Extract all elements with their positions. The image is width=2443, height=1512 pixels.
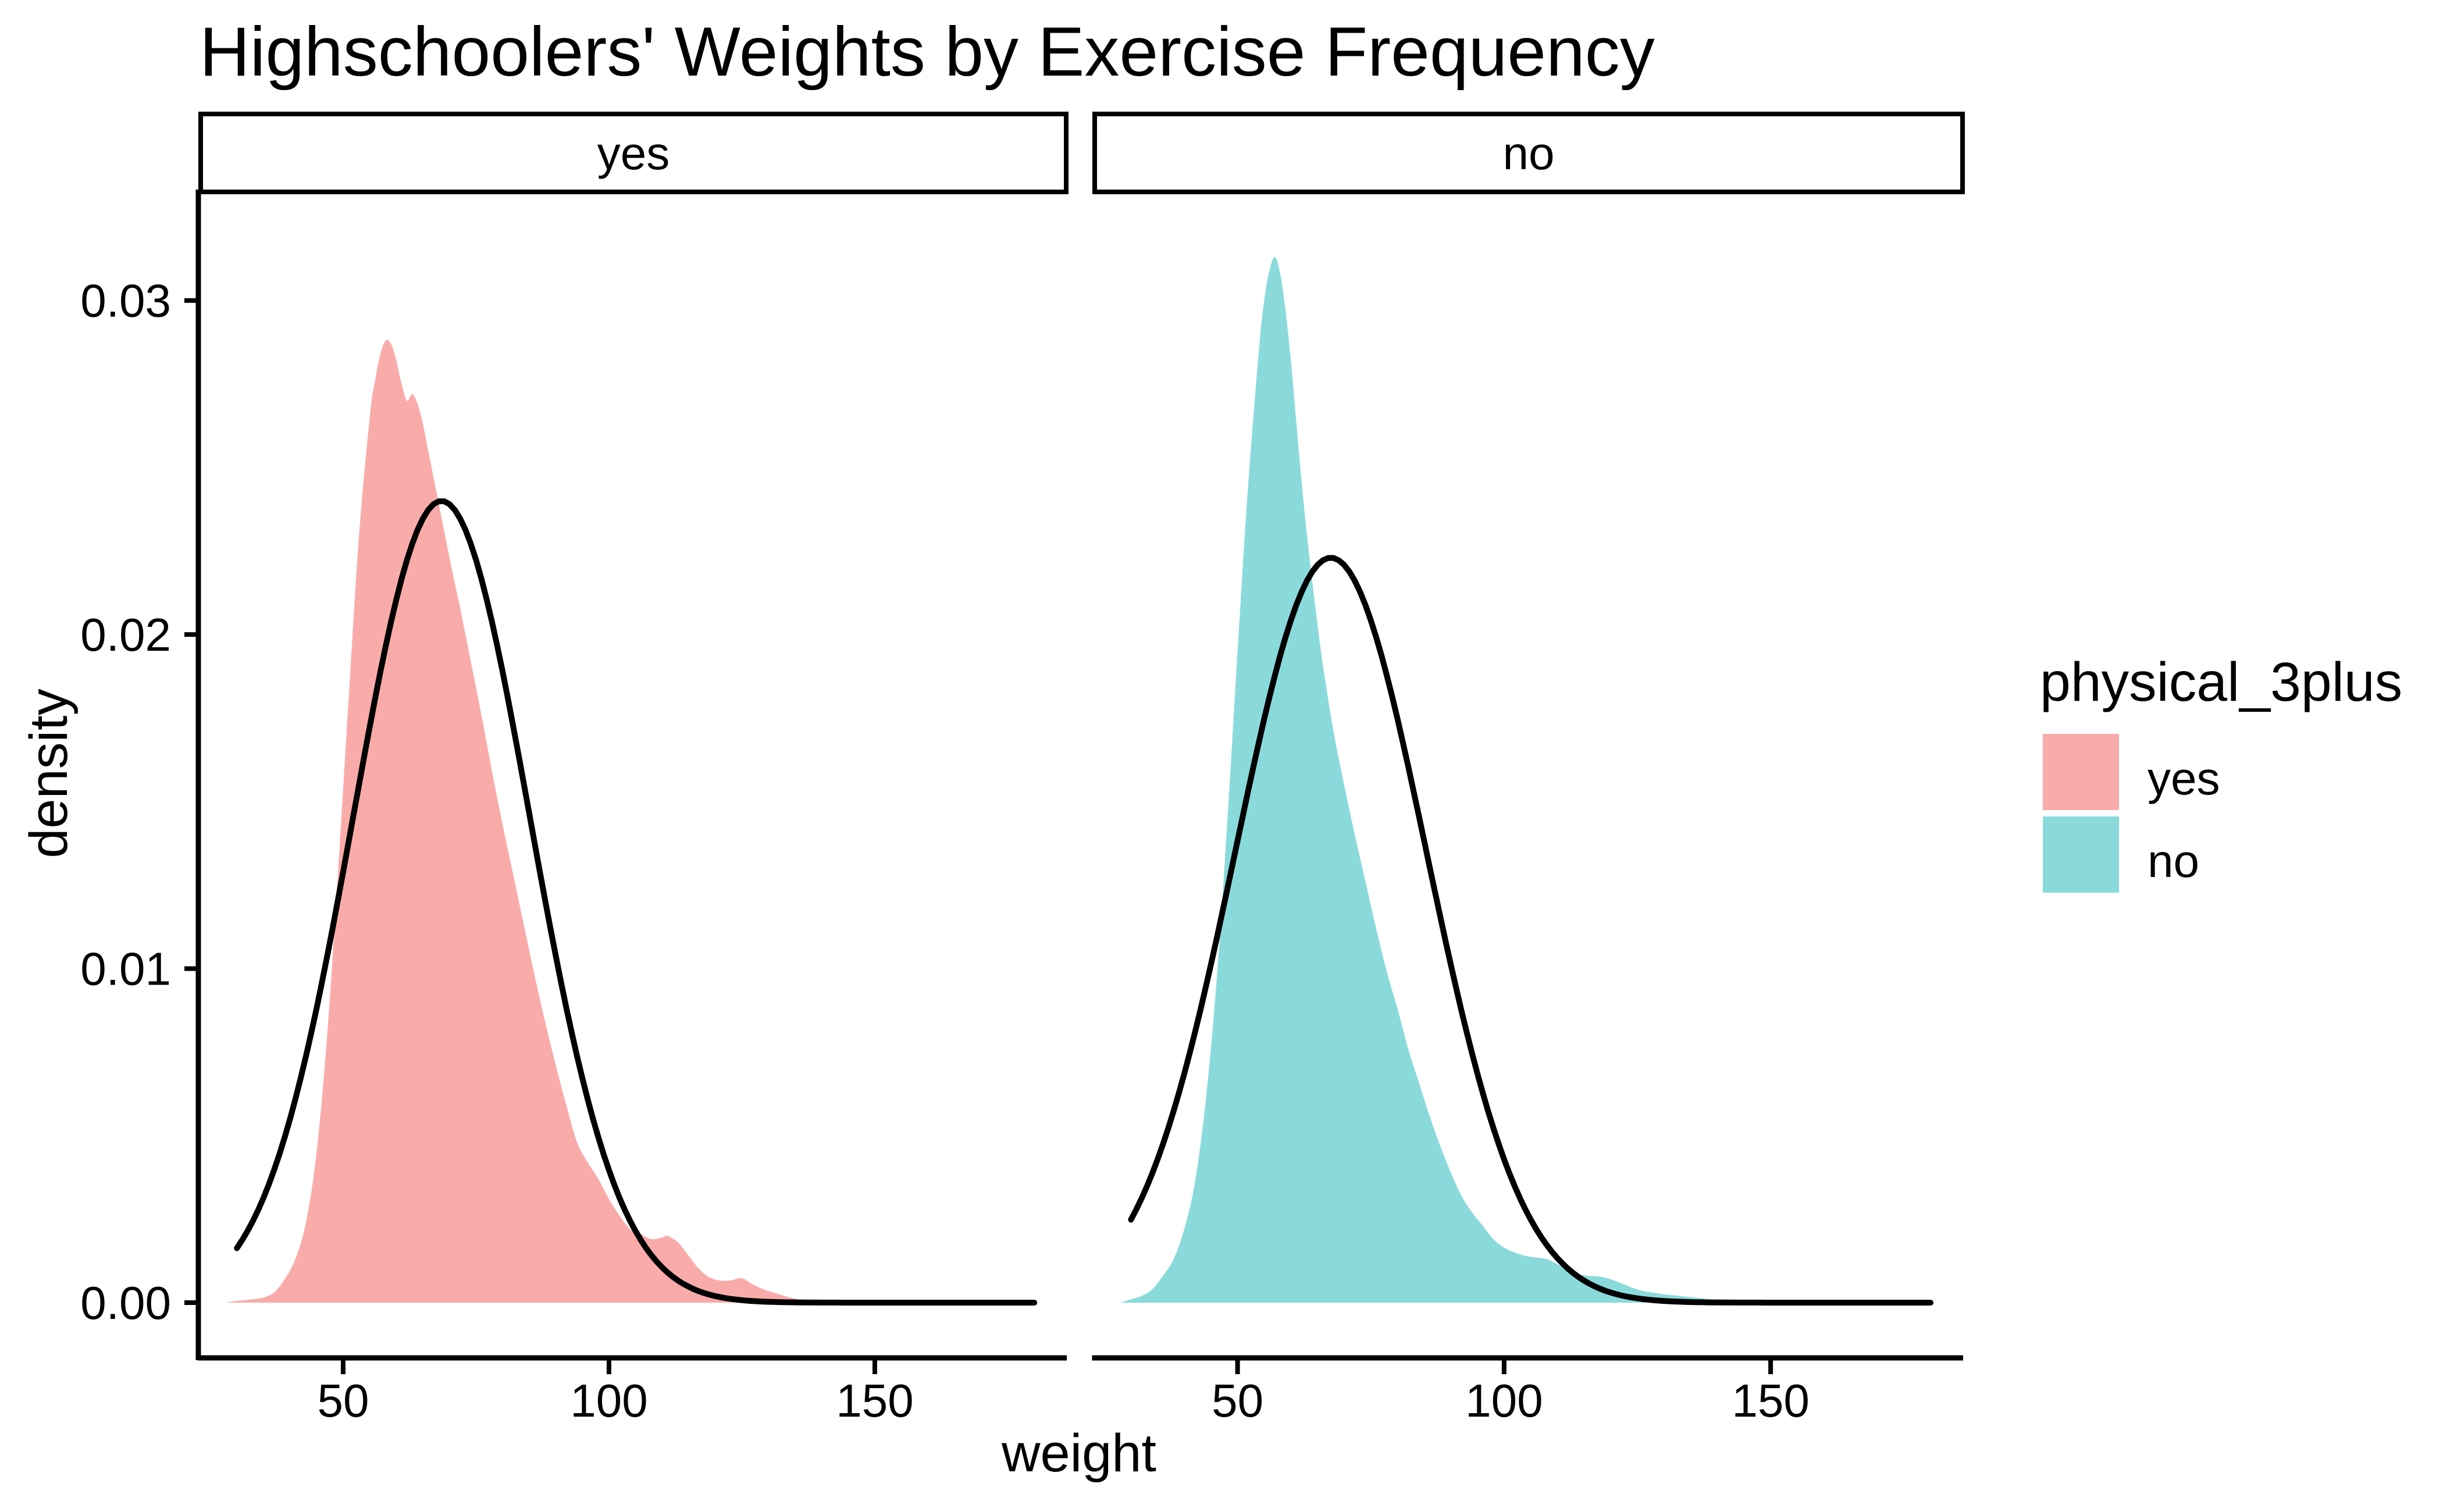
density-area-yes [226,340,870,1303]
legend: physical_3plus yes no [2040,651,2402,893]
legend-key-yes-swatch [2043,734,2119,810]
x-tick-label-yes: 100 [570,1375,647,1427]
x-tick-label-no: 150 [1732,1375,1809,1427]
panel-area: 50 100 150 50 100 150 0.00 0.01 0.02 0.03 [80,190,1963,1427]
y-tick-label: 0.01 [80,943,171,995]
plot-title: Highschoolers' Weights by Exercise Frequ… [200,13,1655,91]
x-tick-label-yes: 50 [317,1375,369,1427]
x-axis-title: weight [1001,1424,1156,1483]
facet-strip-no-label: no [1503,127,1555,179]
normal-curve-yes [234,498,1038,1306]
facet-strip-no-box [1092,112,1965,194]
y-axis-title: density [19,689,79,858]
legend-label-no: no [2148,835,2199,887]
facet-strip-no: no [1092,112,1965,194]
density-area-no [1120,256,1840,1303]
y-tick-label: 0.00 [80,1277,171,1329]
x-tick-label-no: 100 [1465,1375,1543,1427]
legend-label-yes: yes [2148,753,2220,804]
facet-strip-yes-label: yes [597,127,670,179]
x-tick-label-no: 50 [1212,1375,1263,1427]
y-tick-label: 0.03 [80,275,171,327]
y-tick-label: 0.02 [80,609,171,661]
facet-strip-yes-box [198,112,1069,194]
legend-title: physical_3plus [2040,651,2402,713]
facet-strip-yes: yes [198,112,1069,194]
x-tick-label-yes: 150 [836,1375,913,1427]
legend-key-no-swatch [2043,816,2119,893]
normal-curve-no [1128,555,1933,1306]
